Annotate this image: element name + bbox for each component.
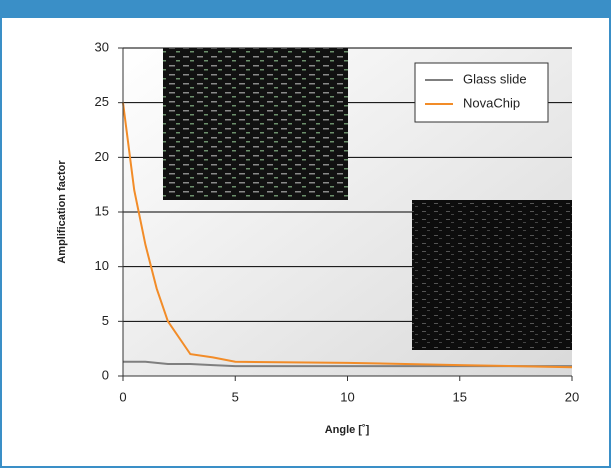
inset-image — [163, 48, 348, 200]
x-tick-label: 20 — [565, 389, 579, 404]
header-bar — [0, 0, 611, 18]
x-tick-label: 15 — [453, 389, 467, 404]
y-tick-label: 5 — [102, 313, 109, 328]
y-tick-label: 30 — [95, 39, 109, 54]
y-tick-label: 20 — [95, 149, 109, 164]
y-tick-label: 10 — [95, 258, 109, 273]
y-tick-label: 15 — [95, 203, 109, 218]
legend-box — [414, 62, 549, 123]
x-axis-label: Angle [˚] — [325, 424, 370, 436]
legend-label: NovaChip — [463, 95, 520, 110]
inset-image — [412, 200, 572, 350]
y-axis-label: Amplification factor — [56, 160, 68, 264]
y-tick-label: 0 — [102, 367, 109, 382]
x-tick-label: 0 — [119, 389, 126, 404]
x-tick-label: 5 — [232, 389, 239, 404]
series-line — [122, 102, 573, 369]
series-line — [123, 360, 572, 368]
y-tick-label: 25 — [95, 94, 109, 109]
legend-label: Glass slide — [463, 71, 527, 86]
x-tick-label: 10 — [340, 389, 354, 404]
